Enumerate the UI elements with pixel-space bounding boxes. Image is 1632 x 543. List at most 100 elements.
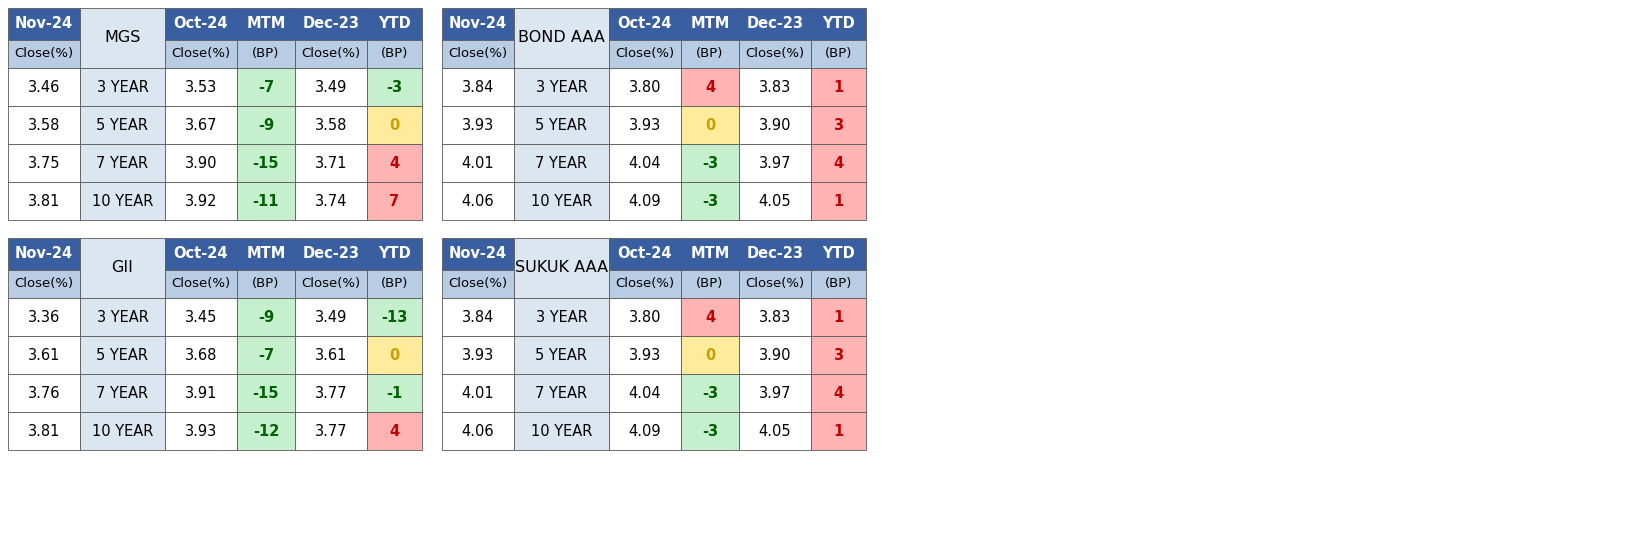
Text: Close(%): Close(%) <box>744 277 805 291</box>
Bar <box>514 238 609 298</box>
Text: MTM: MTM <box>690 16 730 31</box>
Text: 3: 3 <box>832 117 844 132</box>
Bar <box>237 182 295 220</box>
Text: -9: -9 <box>258 310 274 325</box>
Text: -9: -9 <box>258 117 274 132</box>
Bar <box>80 374 165 412</box>
Bar <box>681 182 739 220</box>
Text: Close(%): Close(%) <box>615 277 674 291</box>
Text: 10 YEAR: 10 YEAR <box>91 424 153 439</box>
Bar <box>295 182 367 220</box>
Text: 3.83: 3.83 <box>759 310 790 325</box>
Text: 3.58: 3.58 <box>315 117 348 132</box>
Text: MTM: MTM <box>246 247 286 262</box>
Text: 3.68: 3.68 <box>184 348 217 363</box>
Bar <box>295 40 367 68</box>
Bar <box>8 106 80 144</box>
Text: 3.61: 3.61 <box>28 348 60 363</box>
Text: Dec-23: Dec-23 <box>302 16 359 31</box>
Text: Close(%): Close(%) <box>171 277 230 291</box>
Text: 3.90: 3.90 <box>184 155 217 171</box>
Bar <box>739 336 811 374</box>
Text: Dec-23: Dec-23 <box>302 247 359 262</box>
Text: 3 YEAR: 3 YEAR <box>96 310 149 325</box>
Bar <box>681 336 739 374</box>
Text: (BP): (BP) <box>695 277 723 291</box>
Bar <box>514 412 609 450</box>
Text: 3.71: 3.71 <box>315 155 348 171</box>
Text: MGS: MGS <box>104 30 140 46</box>
Bar <box>80 238 165 298</box>
Text: -15: -15 <box>253 155 279 171</box>
Bar <box>609 144 681 182</box>
Bar <box>237 298 295 336</box>
Bar <box>295 336 367 374</box>
Text: 7 YEAR: 7 YEAR <box>535 155 588 171</box>
Bar <box>8 40 80 68</box>
Text: Close(%): Close(%) <box>302 47 361 60</box>
Text: Close(%): Close(%) <box>615 47 674 60</box>
Bar <box>80 144 165 182</box>
Bar <box>739 412 811 450</box>
Text: 1: 1 <box>832 310 844 325</box>
Text: YTD: YTD <box>821 247 854 262</box>
Bar <box>295 106 367 144</box>
Bar <box>681 68 739 106</box>
Text: 3.74: 3.74 <box>315 193 348 209</box>
Bar <box>514 336 609 374</box>
Text: Nov-24: Nov-24 <box>449 247 508 262</box>
Text: 4.04: 4.04 <box>628 155 661 171</box>
Text: 3.80: 3.80 <box>628 79 661 94</box>
Text: 1: 1 <box>832 424 844 439</box>
Text: 3.84: 3.84 <box>462 79 494 94</box>
Bar <box>609 270 681 298</box>
Bar <box>609 238 681 270</box>
Text: 0: 0 <box>388 117 400 132</box>
Text: 4.04: 4.04 <box>628 386 661 401</box>
Bar <box>681 238 739 270</box>
Text: 3.77: 3.77 <box>315 386 348 401</box>
Bar <box>811 8 865 40</box>
Bar <box>811 238 865 270</box>
Bar <box>811 412 865 450</box>
Bar <box>367 144 421 182</box>
Text: 4: 4 <box>832 155 844 171</box>
Bar <box>811 270 865 298</box>
Text: Nov-24: Nov-24 <box>15 16 73 31</box>
Bar <box>811 106 865 144</box>
Bar <box>165 40 237 68</box>
Bar <box>739 68 811 106</box>
Text: MTM: MTM <box>690 247 730 262</box>
Text: 3 YEAR: 3 YEAR <box>535 79 588 94</box>
Text: 3: 3 <box>832 348 844 363</box>
Bar <box>80 298 165 336</box>
Bar <box>681 8 739 40</box>
Text: GII: GII <box>111 261 134 275</box>
Text: 3.81: 3.81 <box>28 424 60 439</box>
Bar <box>442 270 514 298</box>
Bar <box>8 182 80 220</box>
Text: 7 YEAR: 7 YEAR <box>96 155 149 171</box>
Text: 3.81: 3.81 <box>28 193 60 209</box>
Text: Close(%): Close(%) <box>15 277 73 291</box>
Text: (BP): (BP) <box>253 277 279 291</box>
Bar <box>8 336 80 374</box>
Text: 4.05: 4.05 <box>759 424 792 439</box>
Bar <box>295 412 367 450</box>
Bar <box>295 144 367 182</box>
Bar <box>367 8 421 40</box>
Text: 3.75: 3.75 <box>28 155 60 171</box>
Text: YTD: YTD <box>379 247 411 262</box>
Bar <box>8 238 80 270</box>
Bar <box>811 68 865 106</box>
Bar <box>367 374 421 412</box>
Bar <box>609 298 681 336</box>
Text: 7 YEAR: 7 YEAR <box>535 386 588 401</box>
Text: 4: 4 <box>705 310 715 325</box>
Bar <box>367 106 421 144</box>
Bar <box>367 298 421 336</box>
Text: 4.09: 4.09 <box>628 193 661 209</box>
Text: Oct-24: Oct-24 <box>617 247 672 262</box>
Text: 3.58: 3.58 <box>28 117 60 132</box>
Text: 3.90: 3.90 <box>759 117 792 132</box>
